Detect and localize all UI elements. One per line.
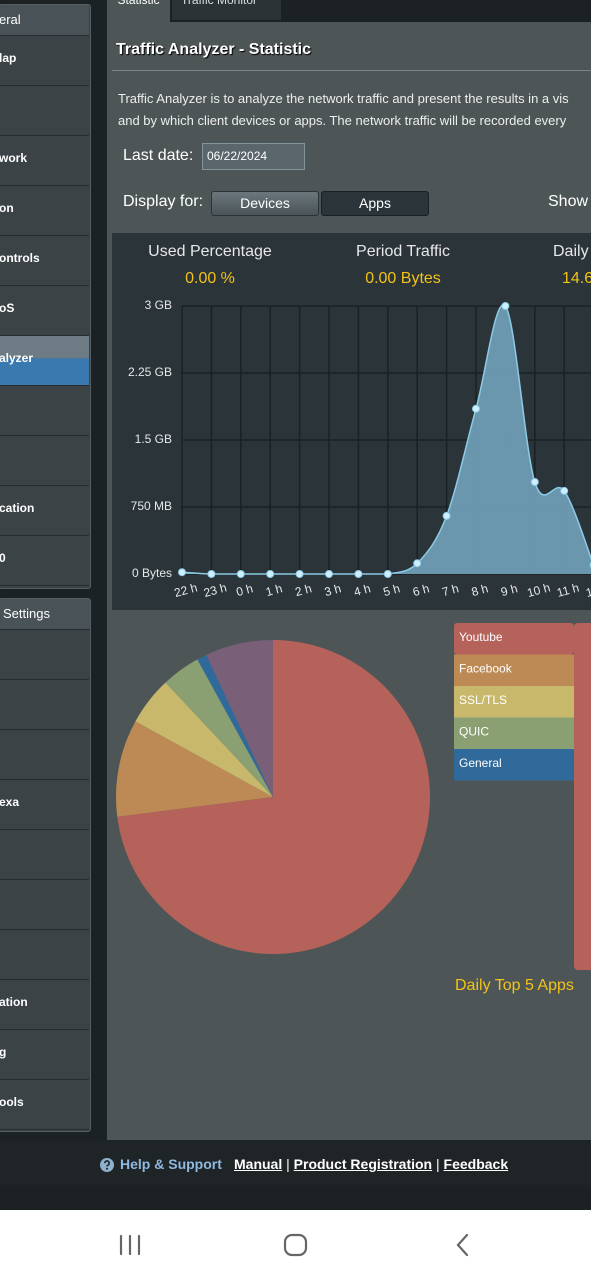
sidebar-header: Settings	[0, 599, 90, 630]
menu-item[interactable]: ontrols	[0, 236, 89, 286]
stat-value: 0.00 %	[185, 270, 235, 287]
page-title: Traffic Analyzer - Statistic	[116, 41, 312, 58]
home-button[interactable]	[283, 1233, 308, 1257]
stat-label: Daily	[553, 243, 589, 260]
nav-bar	[0, 1210, 591, 1280]
menu-item[interactable]: ation	[0, 980, 89, 1030]
menu-item[interactable]	[0, 680, 89, 730]
menu-item[interactable]: oS	[0, 286, 89, 336]
menu-item[interactable]	[0, 830, 89, 880]
menu-item[interactable]: 0	[0, 536, 89, 586]
link[interactable]: Feedback	[443, 1156, 509, 1172]
tab[interactable]: Statistic	[107, 0, 170, 22]
sidebar-bottom: Settings exa ation g ools	[0, 598, 91, 1132]
menu-item-active[interactable]: alyzer	[0, 336, 89, 386]
footer-links: Manual | Product Registration | Feedback	[234, 1156, 508, 1172]
label: Show	[548, 193, 589, 210]
label: Last date:	[123, 147, 194, 164]
sidebar-header: eral	[0, 5, 89, 36]
stat-value: 14.6	[562, 270, 591, 287]
recent-button[interactable]	[119, 1234, 141, 1256]
menu-item[interactable]: g	[0, 1030, 89, 1080]
menu-item[interactable]: cation	[0, 486, 89, 536]
back-button[interactable]	[456, 1233, 469, 1257]
stat-label: Used Percentage	[148, 243, 272, 260]
footer	[0, 1140, 591, 1185]
menu-item[interactable]: exa	[0, 780, 89, 830]
menu-item[interactable]	[0, 436, 89, 486]
chart-panel	[112, 233, 591, 610]
menu-item[interactable]	[0, 880, 89, 930]
description: and by which client devices or apps. The…	[118, 113, 567, 128]
menu-item[interactable]	[0, 730, 89, 780]
menu-item[interactable]	[0, 86, 89, 136]
menu-item[interactable]: on	[0, 186, 89, 236]
link[interactable]: Product Registration	[293, 1156, 433, 1172]
menu-item[interactable]: work	[0, 136, 89, 186]
separator: |	[436, 1156, 440, 1172]
description: Traffic Analyzer is to analyze the netwo…	[118, 91, 569, 106]
sidebar-top: eral lap work on ontrols oS alyzer catio…	[0, 4, 91, 589]
menu-item[interactable]	[0, 930, 89, 980]
date-input[interactable]: 06/22/2024	[202, 143, 305, 170]
link[interactable]: Manual	[234, 1156, 283, 1172]
menu-item[interactable]	[0, 386, 89, 436]
menu-item[interactable]	[0, 630, 89, 680]
tab[interactable]: Traffic Monitor	[172, 0, 281, 20]
stat-label: Period Traffic	[356, 243, 450, 260]
label: Display for:	[123, 193, 204, 210]
menu-item[interactable]: lap	[0, 36, 89, 86]
help-link[interactable]: Help & Support	[120, 1156, 222, 1172]
button[interactable]: Devices	[211, 191, 319, 216]
separator: |	[286, 1156, 290, 1172]
button[interactable]: Apps	[321, 191, 429, 216]
stat-value: 0.00 Bytes	[365, 270, 441, 287]
divider	[112, 70, 591, 71]
detail-card	[574, 623, 591, 970]
help-icon	[100, 1158, 114, 1172]
menu-item[interactable]: ools	[0, 1080, 89, 1130]
